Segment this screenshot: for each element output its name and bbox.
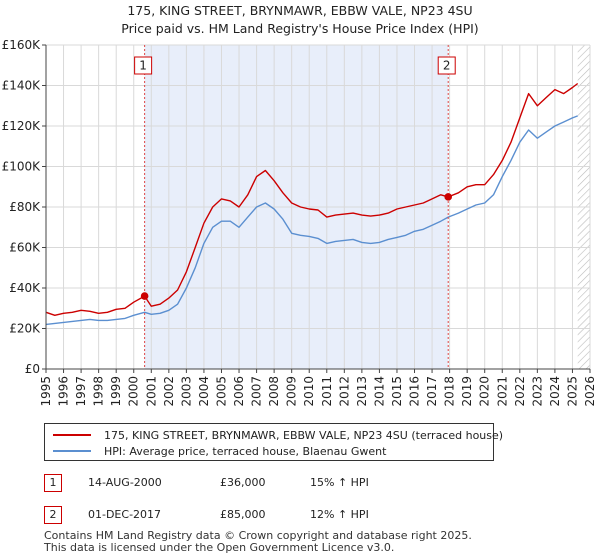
x-tick-label: 2023 — [530, 376, 544, 407]
legend-item-property: 175, KING STREET, BRYNMAWR, EBBW VALE, N… — [53, 427, 503, 443]
transaction-price-1: £36,000 — [220, 476, 266, 489]
x-tick-label: 1997 — [74, 376, 88, 407]
series-line-property — [45, 82, 579, 316]
x-tick-label: 2004 — [197, 376, 211, 407]
x-tick-label: 2017 — [425, 376, 439, 407]
x-tick-label: 2000 — [127, 376, 141, 407]
chart-badge-2-label: 2 — [443, 59, 451, 73]
x-tick-label: 2003 — [179, 376, 193, 407]
x-tick-label: 1998 — [92, 376, 106, 407]
chart-badge-1-label: 1 — [139, 59, 147, 73]
x-tick-label: 2011 — [320, 376, 334, 407]
x-tick-label: 2025 — [565, 376, 579, 407]
y-tick-label: £100K — [2, 160, 42, 174]
y-tick-label: £160K — [2, 38, 42, 52]
y-tick-label: £0 — [25, 362, 40, 376]
series-line-hpi — [45, 115, 578, 326]
x-tick-label: 2002 — [162, 376, 176, 407]
x-tick-label: 2009 — [285, 376, 299, 407]
legend-swatch-hpi — [53, 450, 91, 452]
x-tick-label: 2012 — [337, 376, 351, 407]
chart-badge-1-box — [134, 56, 153, 75]
chart-title: 175, KING STREET, BRYNMAWR, EBBW VALE, N… — [0, 2, 600, 38]
y-tick-label: £120K — [2, 119, 42, 133]
x-tick-label: 1999 — [109, 376, 123, 407]
transaction-1-point — [140, 292, 149, 300]
x-tick-label: 2006 — [232, 376, 246, 407]
transaction-date-1: 14-AUG-2000 — [88, 476, 162, 489]
x-tick-label: 2024 — [548, 376, 562, 407]
transaction-badge-1: 1 — [44, 474, 62, 492]
x-tick-label: 2014 — [372, 376, 386, 407]
legend: 175, KING STREET, BRYNMAWR, EBBW VALE, N… — [44, 423, 503, 461]
transaction-hpi-1: 15% ↑ HPI — [310, 476, 369, 489]
x-tick-label: 2022 — [513, 376, 527, 407]
footer-line1: Contains HM Land Registry data © Crown c… — [44, 529, 472, 542]
y-tick-label: £20K — [9, 322, 41, 336]
transaction-badge-2: 2 — [44, 506, 62, 524]
x-tick-label: 2019 — [460, 376, 474, 407]
y-tick-label: £40K — [9, 281, 41, 295]
chart-badge-2-box — [437, 56, 456, 75]
transaction-price-2: £85,000 — [220, 508, 266, 521]
x-tick-label: 2005 — [214, 376, 228, 407]
x-tick-label: 2015 — [390, 376, 404, 407]
x-tick-label: 2013 — [355, 376, 369, 407]
axis-layer: £0 £20K £40K £60K £80K £100K £120K £140K £160K 19… — [2, 38, 597, 407]
x-tick-label: 2008 — [267, 376, 281, 407]
x-tick-label: 2007 — [250, 376, 264, 407]
transaction-row-2: 2 01-DEC-2017 £85,000 12% ↑ HPI — [44, 506, 584, 526]
series-layer — [45, 82, 579, 326]
legend-label-hpi: HPI: Average price, terraced house, Blae… — [104, 444, 387, 458]
transaction-row-1: 1 14-AUG-2000 £36,000 15% ↑ HPI — [44, 474, 584, 494]
x-tick-label: 2016 — [408, 376, 422, 407]
legend-swatch-property — [53, 434, 91, 436]
x-tick-label: 1996 — [57, 376, 71, 407]
x-tick-label: 2010 — [302, 376, 316, 407]
y-tick-label: £80K — [9, 200, 41, 214]
y-tick-label: £60K — [9, 241, 41, 255]
footer: Contains HM Land Registry data © Crown c… — [44, 530, 564, 554]
chart-title-line2: Price paid vs. HM Land Registry's House … — [121, 21, 479, 36]
transaction-date-2: 01-DEC-2017 — [88, 508, 162, 521]
transaction-2-point — [444, 193, 453, 201]
legend-item-hpi: HPI: Average price, terraced house, Blae… — [53, 443, 386, 459]
legend-label-property: 175, KING STREET, BRYNMAWR, EBBW VALE, N… — [104, 428, 504, 442]
x-tick-label: 1995 — [39, 376, 53, 407]
x-tick-label: 2018 — [443, 376, 457, 407]
x-tick-label: 2001 — [144, 376, 158, 407]
x-tick-label: 2020 — [478, 376, 492, 407]
transaction-hpi-2: 12% ↑ HPI — [310, 508, 369, 521]
y-tick-label: £140K — [2, 79, 42, 93]
footer-line2: This data is licensed under the Open Gov… — [44, 541, 395, 554]
x-tick-label: 2026 — [583, 376, 597, 407]
x-tick-label: 2021 — [495, 376, 509, 407]
chart-title-line1: 175, KING STREET, BRYNMAWR, EBBW VALE, N… — [127, 3, 473, 18]
